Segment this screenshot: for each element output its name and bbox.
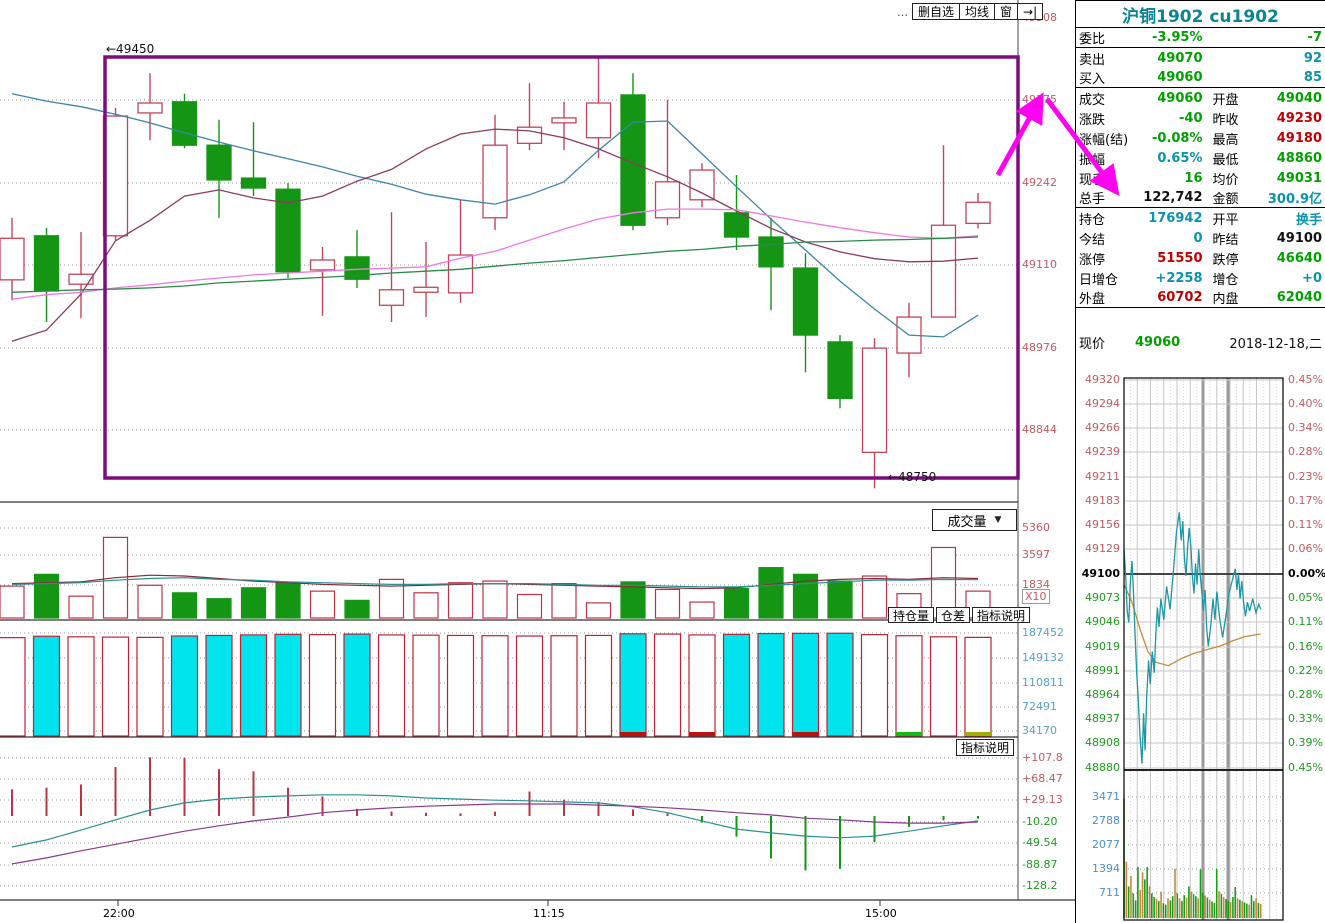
quote-value: 49070 [1157,50,1203,66]
open-interest-button[interactable]: 持仓量 [888,607,935,623]
quote-label: 卖出 [1079,52,1106,68]
quote-value-2: 49040 [1276,90,1322,106]
quote-label: 今结 [1079,232,1106,248]
quote-row: 外盘 60702 内盘 62040 [1076,288,1325,308]
spot-price-row: 现价 49060 2018-12-18,二 [1076,331,1325,353]
quote-value-2: 48860 [1276,150,1322,166]
quote-label: 振幅 [1079,152,1106,168]
spot-price-value: 49060 [1135,334,1181,350]
volume-indicator-dropdown[interactable]: 成交量 ▼ [932,509,1017,531]
position-diff-button[interactable]: 仓差 [936,607,971,623]
quote-value-2: 换手 [1295,212,1322,228]
quote-row: 买入 49060 85 [1076,68,1325,88]
quote-value-2: 49180 [1276,130,1322,146]
quote-label: 涨跌 [1079,112,1106,128]
quote-row: 日增仓 +2258 增仓 +0 [1076,268,1325,288]
quote-value: 176942 [1148,210,1203,226]
quote-label-2: 均价 [1212,172,1239,188]
quote-row: 总手 122,742 金额 300.9亿 [1076,188,1325,208]
quote-label: 涨幅(结) [1079,132,1129,148]
quote-value: 122,742 [1143,190,1203,205]
quote-value: -40 [1179,110,1203,126]
quote-value: -3.95% [1152,30,1203,45]
annotation-high-price-label: ←49450 [106,42,155,56]
contract-title[interactable]: 沪铜1902 cu1902 [1076,0,1325,28]
quote-value-2: 49100 [1276,230,1322,246]
quote-label: 总手 [1079,192,1106,207]
quote-label: 涨停 [1079,252,1106,268]
toolbar-more-icon[interactable]: … [897,6,908,19]
indicator-help-button[interactable]: 指标说明 [972,607,1031,623]
quote-label-2: 昨收 [1212,112,1239,128]
indicator-help-button-bottom[interactable]: 指标说明 [956,739,1015,756]
window-button[interactable]: 窗 [995,3,1019,20]
quote-date: 2018-12-18,二 [1229,336,1322,352]
quote-label-2: 开平 [1212,212,1239,228]
quote-label-2: 昨结 [1212,232,1239,248]
chart-toolbar: 删自选 均线 窗 →| [912,3,1044,20]
volume-multiplier-badge: X10 [1022,589,1050,604]
quote-label-2: 最低 [1212,152,1239,168]
quote-label: 外盘 [1079,292,1106,307]
quote-value: 16 [1184,170,1203,186]
quote-value-2: 46640 [1276,250,1322,266]
quote-row: 现手 16 均价 49031 [1076,168,1325,188]
quote-row: 涨跌 -40 昨收 49230 [1076,108,1325,128]
quote-label: 日增仓 [1079,272,1119,288]
quote-value-2: 49031 [1276,170,1322,186]
quote-value: 0 [1193,230,1203,246]
ma-settings-button[interactable]: 均线 [960,3,996,20]
quote-value-2: 62040 [1276,290,1322,305]
quote-value-2: +0 [1302,270,1322,286]
quote-value: 51550 [1157,250,1203,266]
quote-row: 振幅 0.65% 最低 48860 [1076,148,1325,168]
open-interest-toolbar: 持仓量 仓差 指标说明 [888,607,1031,623]
quote-label: 委比 [1079,32,1106,47]
quote-label-2: 金额 [1212,192,1239,207]
delete-watchlist-button[interactable]: 删自选 [912,3,961,20]
quote-row: 卖出 49070 92 [1076,48,1325,68]
quote-label: 买入 [1079,72,1106,87]
quote-label-2: 跌停 [1212,252,1239,268]
volume-indicator-label: 成交量 [947,514,987,530]
quote-value-2: 300.9亿 [1267,192,1322,207]
quote-label: 成交 [1079,92,1106,108]
quote-label-2: 内盘 [1212,292,1239,307]
quote-value-2: 49230 [1276,110,1322,126]
quote-label-2: 最高 [1212,132,1239,148]
spot-price-label: 现价 [1079,336,1106,352]
collapse-arrow-icon[interactable]: →| [1018,3,1044,20]
quote-label-2: 增仓 [1212,272,1239,288]
quote-value: 49060 [1157,70,1203,85]
quote-value-2: -7 [1307,30,1322,45]
quote-value: 0.65% [1157,150,1203,166]
quote-panel: 沪铜1902 cu1902 委比 -3.95% -7 卖出 49070 92 买入 49060… [1076,0,1325,362]
quote-row: 今结 0 昨结 49100 [1076,228,1325,248]
quote-table: 委比 -3.95% -7 卖出 49070 92 买入 49060 85 成交 49060 开盘 490… [1076,28,1325,308]
quote-value: +2258 [1155,270,1203,286]
quote-row: 持仓 176942 开平 换手 [1076,208,1325,228]
quote-value: 60702 [1157,290,1203,305]
quote-row: 涨幅(结) -0.08% 最高 49180 [1076,128,1325,148]
quote-label-2: 开盘 [1212,92,1239,108]
quote-value-2: 85 [1303,70,1322,85]
quote-row: 委比 -3.95% -7 [1076,28,1325,48]
quote-value: -0.08% [1152,130,1203,146]
quote-label: 持仓 [1079,212,1106,228]
quote-label: 现手 [1079,172,1106,188]
quote-value-2: 92 [1303,50,1322,66]
annotation-low-price-label: ←48750 [888,470,937,484]
quote-row: 成交 49060 开盘 49040 [1076,88,1325,108]
chevron-down-icon: ▼ [994,515,1002,525]
quote-value: 49060 [1157,90,1203,106]
quote-row: 涨停 51550 跌停 46640 [1076,248,1325,268]
